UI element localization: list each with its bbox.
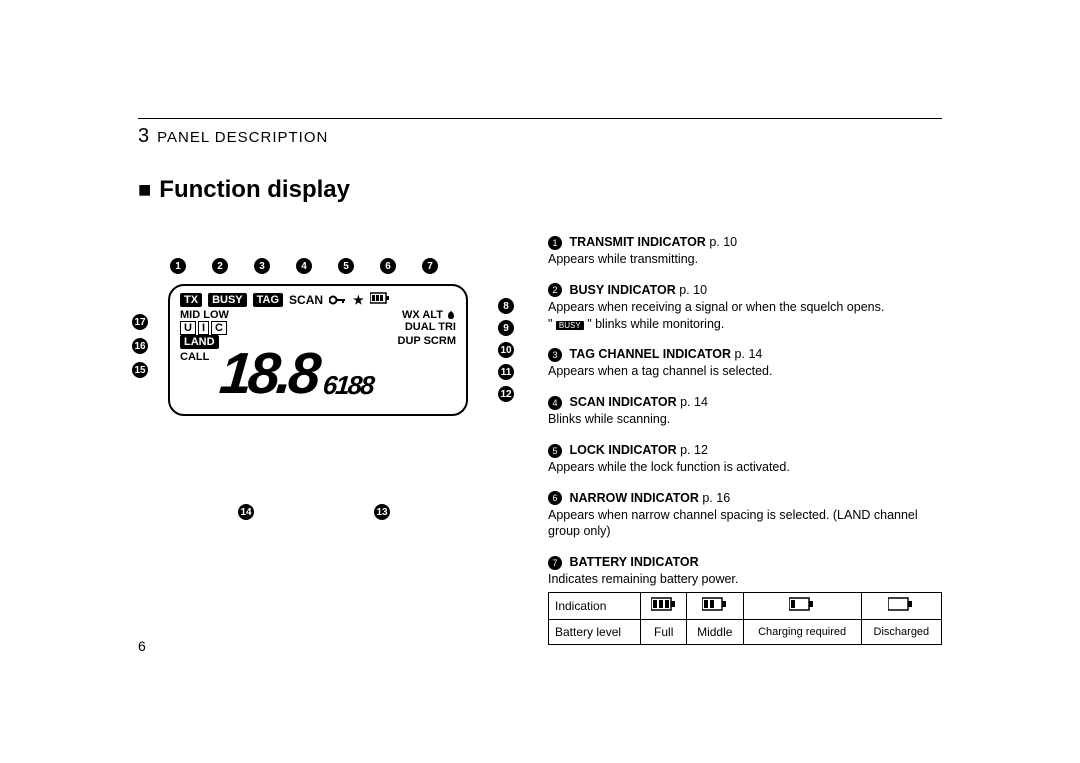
wxalt-label: WX ALT	[402, 309, 456, 321]
key-icon	[329, 293, 347, 307]
chapter-number: 3	[138, 125, 149, 148]
callout-2: 2	[212, 258, 228, 274]
callout-10: 10	[498, 342, 514, 358]
batt-icon-middle	[687, 593, 744, 620]
item-head-4: SCAN INDICATOR	[569, 395, 680, 409]
item-head-6: NARROW INDICATOR	[569, 491, 702, 505]
uic-indicator: UIC	[180, 321, 227, 335]
item-head-2: BUSY INDICATOR	[569, 283, 679, 297]
callout-15: 15	[132, 362, 148, 378]
item-num-3: 3	[548, 348, 562, 362]
tag-indicator: TAG	[253, 293, 283, 307]
callout-5: 5	[338, 258, 354, 274]
item-body-2: Appears when receiving a signal or when …	[548, 299, 942, 316]
item-head-1: TRANSMIT INDICATOR	[569, 235, 709, 249]
section-title-text: Function display	[159, 176, 350, 204]
item-3: 3 TAG CHANNEL INDICATOR p. 14 Appears wh…	[548, 346, 942, 380]
land-indicator: LAND	[180, 335, 219, 349]
call-label: CALL	[180, 351, 209, 363]
callout-16: 16	[132, 338, 148, 354]
item-body-1: Appears while transmitting.	[548, 251, 942, 268]
callout-8: 8	[498, 298, 514, 314]
item-head-7: BATTERY INDICATOR	[569, 555, 698, 569]
batt-icon-charging	[743, 593, 861, 620]
battery-icon	[370, 292, 390, 307]
item-2: 2 BUSY INDICATOR p. 10 Appears when rece…	[548, 282, 942, 333]
batt-row2-label: Battery level	[549, 620, 641, 645]
callout-3: 3	[254, 258, 270, 274]
item-head-5: LOCK INDICATOR	[569, 443, 680, 457]
tx-indicator: TX	[180, 293, 202, 307]
callout-14: 14	[238, 504, 254, 520]
item-num-6: 6	[548, 491, 562, 505]
section-title: ■ Function display	[138, 176, 942, 204]
lcd-diagram: 1 2 3 4 5 6 7 8 9 10 11 12	[158, 284, 488, 494]
callout-13: 13	[374, 504, 390, 520]
lcd-screen: TX BUSY TAG SCAN ★ MID LOW	[168, 284, 468, 416]
item-num-5: 5	[548, 444, 562, 458]
star-icon: ★	[353, 293, 364, 307]
item-extra-2: " BUSY " blinks while monitoring.	[548, 316, 942, 333]
item-1: 1 TRANSMIT INDICATOR p. 10 Appears while…	[548, 234, 942, 268]
item-head-3: TAG CHANNEL INDICATOR	[569, 347, 734, 361]
item-body-6: Appears when narrow channel spacing is s…	[548, 507, 942, 541]
item-num-2: 2	[548, 283, 562, 297]
dupscrm-label: DUP SCRM	[398, 335, 456, 349]
item-body-3: Appears when a tag channel is selected.	[548, 363, 942, 380]
dualtri-label: DUAL TRI	[405, 321, 456, 335]
batt-level-full: Full	[641, 620, 687, 645]
callout-1: 1	[170, 258, 186, 274]
batt-row1-label: Indication	[549, 593, 641, 620]
batt-level-middle: Middle	[687, 620, 744, 645]
batt-level-charging: Charging required	[743, 620, 861, 645]
callout-12: 12	[498, 386, 514, 402]
item-body-5: Appears while the lock function is activ…	[548, 459, 942, 476]
item-num-7: 7	[548, 556, 562, 570]
page-number: 6	[138, 638, 146, 654]
battery-table: Indication Battery level Full Middle Cha…	[548, 592, 942, 645]
batt-icon-full	[641, 593, 687, 620]
item-4: 4 SCAN INDICATOR p. 14 Blinks while scan…	[548, 394, 942, 428]
segment-display: 18.8 6188	[220, 340, 373, 407]
scan-indicator: SCAN	[289, 293, 323, 307]
callout-4: 4	[296, 258, 312, 274]
midlow-label: MID LOW	[180, 309, 229, 321]
batt-icon-discharged	[861, 593, 941, 620]
callout-9: 9	[498, 320, 514, 336]
item-body-7: Indicates remaining battery power.	[548, 571, 942, 588]
item-body-4: Blinks while scanning.	[548, 411, 942, 428]
square-bullet-icon: ■	[138, 177, 151, 203]
callout-6: 6	[380, 258, 396, 274]
item-5: 5 LOCK INDICATOR p. 12 Appears while the…	[548, 442, 942, 476]
callout-7: 7	[422, 258, 438, 274]
busy-indicator: BUSY	[208, 293, 247, 307]
item-6: 6 NARROW INDICATOR p. 16 Appears when na…	[548, 490, 942, 541]
callout-11: 11	[498, 364, 514, 380]
batt-level-discharged: Discharged	[861, 620, 941, 645]
chapter-header: 3 PANEL DESCRIPTION	[138, 125, 942, 148]
item-num-4: 4	[548, 396, 562, 410]
callout-17: 17	[132, 314, 148, 330]
chapter-title: PANEL DESCRIPTION	[157, 129, 328, 146]
item-num-1: 1	[548, 236, 562, 250]
item-7: 7 BATTERY INDICATOR Indicates remaining …	[548, 554, 942, 645]
